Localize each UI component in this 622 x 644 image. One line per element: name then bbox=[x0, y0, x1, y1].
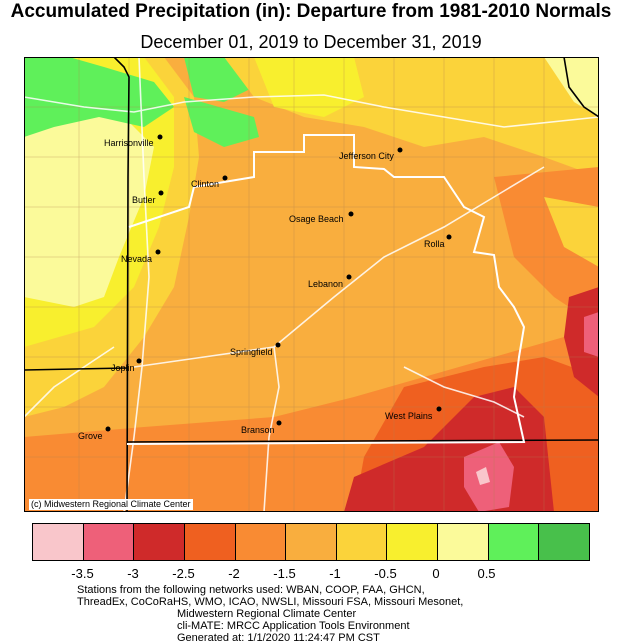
band-yellow-east bbox=[544, 197, 599, 267]
city-label: Springfield bbox=[230, 347, 273, 357]
legend-tick: -3 bbox=[127, 566, 139, 581]
legend-tick: 0 bbox=[432, 566, 440, 581]
city-dot bbox=[446, 234, 452, 240]
footer-line: Stations from the following networks use… bbox=[77, 584, 425, 596]
map-frame bbox=[24, 57, 599, 512]
footer-line: Midwestern Regional Climate Center bbox=[177, 608, 357, 620]
highways bbox=[24, 57, 599, 512]
legend-swatch bbox=[438, 524, 489, 560]
city-label: Harrisonville bbox=[104, 138, 154, 148]
legend-swatch bbox=[286, 524, 337, 560]
city-label: West Plains bbox=[385, 411, 433, 421]
city-clinton: Clinton bbox=[191, 175, 228, 189]
legend-swatch bbox=[488, 524, 540, 560]
city-branson: Branson bbox=[241, 420, 282, 435]
city-nevada: Nevada bbox=[121, 249, 161, 264]
city-west-plains: West Plains bbox=[385, 406, 442, 421]
legend-tick: 0.5 bbox=[477, 566, 496, 581]
city-label: Nevada bbox=[121, 254, 152, 264]
legend-swatch bbox=[83, 524, 135, 560]
footer-line: cli-MATE: MRCC Application Tools Environ… bbox=[177, 620, 410, 632]
legend-swatch bbox=[336, 524, 388, 560]
city-jefferson-city: Jefferson City bbox=[339, 147, 403, 161]
city-dot bbox=[222, 175, 228, 181]
band-pink-southeast bbox=[464, 442, 514, 512]
footer-line: Generated at: 1/1/2020 11:24:47 PM CST bbox=[177, 632, 380, 644]
city-springfield: Springfield bbox=[230, 342, 281, 357]
city-joplin: Joplin bbox=[111, 358, 142, 373]
legend-tick: -0.5 bbox=[374, 566, 397, 581]
legend-swatch bbox=[134, 524, 185, 560]
city-dot bbox=[136, 358, 142, 364]
city-dot bbox=[397, 147, 403, 153]
legend-tick-labels: -3.5 -3 -2.5 -2 -1.5 -1 -0.5 0 0.5 bbox=[32, 566, 588, 582]
city-dot bbox=[275, 342, 281, 348]
legend-tick: -3.5 bbox=[71, 566, 94, 581]
legend-tick: -2.5 bbox=[172, 566, 195, 581]
city-dot bbox=[158, 190, 164, 196]
city-osage-beach: Osage Beach bbox=[289, 211, 354, 224]
band-bright-yellow-north bbox=[254, 57, 364, 117]
map-subtitle: December 01, 2019 to December 31, 2019 bbox=[140, 32, 482, 52]
city-dot bbox=[276, 420, 282, 426]
color-legend bbox=[32, 523, 590, 561]
map-credit: (c) Midwestern Regional Climate Center bbox=[29, 499, 193, 510]
map-title: Accumulated Precipitation (in): Departur… bbox=[10, 1, 612, 22]
city-label: Lebanon bbox=[308, 279, 343, 289]
legend-tick: -1.5 bbox=[273, 566, 296, 581]
footer-notes: Stations from the following networks use… bbox=[77, 584, 597, 644]
city-grove: Grove bbox=[78, 426, 111, 441]
band-red-east bbox=[564, 287, 599, 397]
city-label: Rolla bbox=[424, 239, 445, 249]
city-butler: Butler bbox=[132, 190, 164, 205]
band-lightpink-southeast bbox=[476, 467, 490, 485]
map-canvas: Harrisonville Jefferson City Clinton But… bbox=[24, 57, 599, 512]
footer-line: ThreadEx, CoCoRaHS, WMO, ICAO, NWSLI, Mi… bbox=[77, 596, 464, 608]
band-pink-east bbox=[584, 312, 599, 357]
city-dot bbox=[346, 274, 352, 280]
city-harrisonville: Harrisonville bbox=[104, 134, 163, 148]
city-label: Butler bbox=[132, 195, 156, 205]
city-label: Clinton bbox=[191, 179, 219, 189]
county-lines bbox=[24, 57, 599, 512]
city-lebanon: Lebanon bbox=[308, 274, 352, 289]
legend-swatch bbox=[235, 524, 287, 560]
city-dot bbox=[105, 426, 111, 432]
band-green-northwest bbox=[24, 57, 174, 137]
city-label: Joplin bbox=[111, 363, 135, 373]
region-boundary bbox=[126, 134, 526, 445]
legend-tick: -2 bbox=[228, 566, 240, 581]
legend-swatch bbox=[539, 524, 590, 560]
band-pale-yellow-northeast bbox=[544, 57, 599, 117]
city-dot bbox=[348, 211, 354, 217]
city-dot bbox=[436, 406, 442, 412]
city-label: Branson bbox=[241, 425, 275, 435]
city-label: Grove bbox=[78, 431, 103, 441]
state-borders bbox=[24, 57, 599, 512]
legend-swatch bbox=[33, 524, 84, 560]
city-dot bbox=[155, 249, 161, 255]
legend-swatch bbox=[184, 524, 236, 560]
city-label: Jefferson City bbox=[339, 151, 394, 161]
city-rolla: Rolla bbox=[424, 234, 452, 249]
legend-swatch bbox=[387, 524, 439, 560]
band-green-north-2 bbox=[184, 97, 259, 147]
city-label: Osage Beach bbox=[289, 214, 344, 224]
city-dot bbox=[157, 134, 163, 140]
legend-tick: -1 bbox=[329, 566, 341, 581]
precipitation-map: Harrisonville Jefferson City Clinton But… bbox=[24, 57, 599, 512]
